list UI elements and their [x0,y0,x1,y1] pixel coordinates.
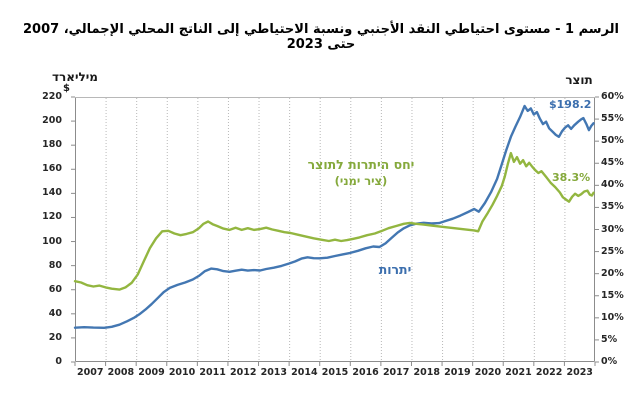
right-tick-label: 45% [601,157,624,169]
left-tick-label: 20 [48,331,62,343]
year-tick-label: 2010 [168,367,196,378]
left-tick-label: 0 [55,356,62,367]
ratio-series-label-line1: יחס היתרות לתוצר [307,157,415,172]
year-tick-label: 2013 [260,367,288,378]
year-tick-label: 2009 [138,367,165,378]
left-tick-label: 120 [42,211,62,223]
ratio-series-label: יחס היתרות לתוצר (ציר ימני) [293,157,429,189]
year-tick-label: 2021 [505,367,532,378]
left-tick-label: 100 [42,235,62,247]
left-tick-label: 220 [42,91,62,102]
left-tick-label: 60 [48,283,62,295]
right-tick-label: 0% [601,356,618,367]
chart-title: الرسم 1 - مستوى احتياطي النقد الأجنبي ون… [22,22,620,52]
right-tick-label: 35% [601,201,624,213]
year-tick-label: 2015 [321,367,349,378]
year-tick-label: 2019 [444,367,471,378]
year-tick-label: 2020 [474,367,502,378]
year-tick-label: 2014 [291,367,318,378]
year-tick-label: 2018 [413,367,440,378]
right-tick-label: 30% [601,223,624,235]
right-tick-label: 40% [601,179,624,191]
year-tick-label: 2008 [107,367,135,378]
year-tick-label: 2012 [230,367,257,378]
reserves-line [73,104,595,330]
dollar-symbol: $ [63,83,70,94]
right-tick-label: 25% [601,245,624,257]
reserves-end-value: $198.2 [549,98,592,111]
ratio-line [73,151,595,291]
left-tick-label: 200 [42,115,62,127]
ratio-series-label-line2: (ציר ימני) [334,174,388,188]
right-axis-title: תוצר [565,73,593,87]
year-tick-label: 2016 [352,367,379,378]
left-tick-label: 40 [48,307,62,319]
right-tick-label: 60% [601,91,624,102]
year-tick-label: 2007 [77,367,104,378]
right-tick-label: 55% [601,113,624,125]
right-tick-label: 20% [601,267,624,279]
plot-area [71,96,599,366]
left-tick-label: 80 [48,259,62,271]
reserves-series-label: יתרות [378,262,412,277]
left-tick-label: 180 [42,139,62,151]
right-tick-label: 5% [601,333,618,345]
year-tick-label: 2011 [199,367,226,378]
ratio-end-value: 38.3% [552,171,591,184]
right-tick-label: 50% [601,135,624,147]
left-tick-label: 160 [42,163,62,175]
right-tick-label: 10% [601,311,624,323]
year-tick-label: 2022 [535,367,563,378]
left-tick-label: 140 [42,187,62,199]
year-tick-label: 2023 [566,367,593,378]
left-axis-unit-label: מיליארד [51,70,98,84]
year-tick-label: 2017 [382,367,410,378]
right-tick-label: 15% [601,289,624,301]
